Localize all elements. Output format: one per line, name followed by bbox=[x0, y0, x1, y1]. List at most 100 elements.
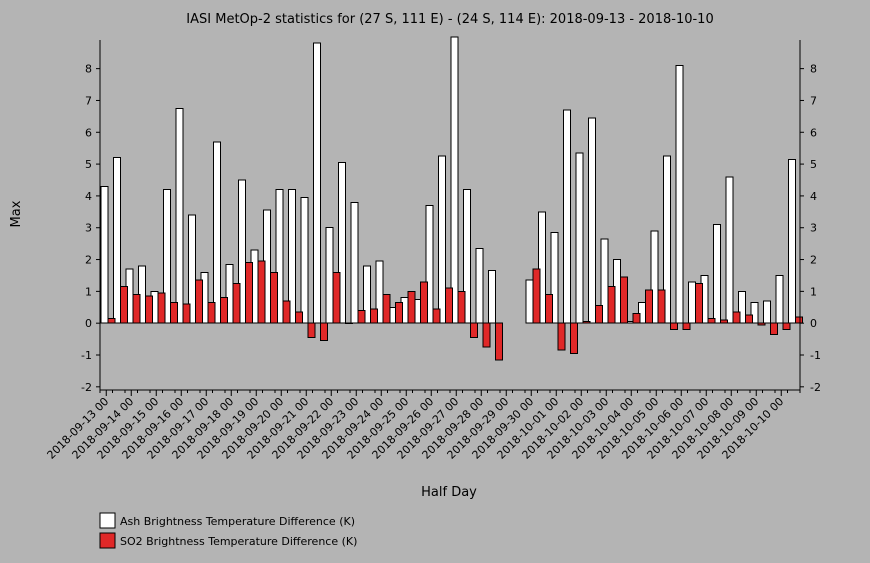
ash-bar bbox=[213, 141, 221, 324]
y-tick-label-left: -2 bbox=[81, 381, 92, 394]
y-tick-label-right: 6 bbox=[810, 126, 817, 139]
ash-bar bbox=[588, 117, 596, 324]
so2-bar bbox=[482, 322, 491, 348]
so2-bar bbox=[495, 322, 503, 361]
ash-bar bbox=[313, 42, 321, 324]
so2-bar bbox=[107, 317, 116, 324]
ash-bar bbox=[563, 109, 571, 324]
so2-bar bbox=[420, 281, 428, 324]
y-tick-label-left: 0 bbox=[85, 317, 92, 330]
so2-bar bbox=[445, 287, 453, 324]
so2-bar bbox=[632, 313, 641, 324]
so2-bar bbox=[232, 282, 241, 324]
so2-bar bbox=[132, 294, 141, 324]
y-tick-label-right: 0 bbox=[810, 317, 817, 330]
so2-bar bbox=[670, 322, 678, 331]
ash-bar bbox=[550, 232, 559, 324]
ash-bar bbox=[363, 265, 371, 324]
so2-bar bbox=[782, 322, 791, 331]
ash-bar bbox=[463, 189, 471, 324]
ash-bar bbox=[663, 155, 671, 324]
so2-bar bbox=[370, 308, 378, 324]
so2-bar bbox=[382, 294, 391, 324]
y-tick-label-left: 6 bbox=[85, 126, 92, 139]
ash-bar bbox=[600, 238, 609, 324]
ash-bar bbox=[300, 197, 309, 324]
so2-bar bbox=[795, 316, 803, 324]
ash-bar bbox=[338, 162, 346, 324]
so2-bar bbox=[395, 302, 403, 324]
ash-bar bbox=[688, 281, 696, 324]
ash-bar bbox=[488, 270, 496, 324]
ash-bar bbox=[675, 64, 684, 324]
so2-bar bbox=[195, 279, 203, 324]
so2-legend-label: SO2 Brightness Temperature Difference (K… bbox=[120, 535, 357, 548]
ash-bar bbox=[438, 155, 446, 324]
ash-bar bbox=[650, 230, 659, 324]
so2-bar bbox=[257, 260, 266, 324]
so2-bar bbox=[345, 322, 353, 325]
y-tick-label-right: 1 bbox=[810, 285, 817, 298]
y-tick-label-left: 2 bbox=[85, 254, 92, 267]
y-tick-label-left: 7 bbox=[85, 94, 92, 107]
ash-bar bbox=[375, 260, 384, 324]
so2-bar bbox=[207, 302, 216, 324]
ash-bar bbox=[175, 107, 184, 324]
so2-bar bbox=[607, 286, 616, 324]
so2-bar bbox=[307, 322, 316, 339]
so2-bar bbox=[570, 322, 578, 354]
y-tick-label-right: 2 bbox=[810, 254, 817, 267]
legend: Ash Brightness Temperature Difference (K… bbox=[99, 512, 357, 549]
so2-bar bbox=[620, 276, 628, 324]
y-tick-label-left: -1 bbox=[81, 349, 92, 362]
ash-bar bbox=[275, 189, 284, 324]
ash-bar bbox=[475, 247, 484, 324]
y-tick-label-right: 8 bbox=[810, 63, 817, 76]
ash-bar bbox=[425, 204, 434, 324]
so2-bar bbox=[532, 268, 541, 324]
y-axis-label: Max bbox=[9, 200, 24, 227]
y-tick-label-right: 7 bbox=[810, 94, 817, 107]
chart-title: IASI MetOp-2 statistics for (27 S, 111 E… bbox=[186, 12, 713, 27]
so2-bar bbox=[432, 308, 441, 324]
so2-bar bbox=[732, 311, 741, 324]
ash-bar bbox=[575, 152, 584, 324]
bars-layer bbox=[100, 36, 803, 361]
so2-bar bbox=[332, 271, 341, 324]
so2-bar bbox=[245, 262, 253, 324]
y-tick-label-right: -2 bbox=[810, 381, 821, 394]
ash-bar bbox=[738, 290, 746, 324]
so2-bar bbox=[545, 294, 553, 324]
y-tick-label-left: 8 bbox=[85, 63, 92, 76]
so2-bar bbox=[295, 311, 303, 324]
ash-bar bbox=[238, 179, 246, 324]
so2-bar bbox=[120, 286, 128, 324]
so2-bar bbox=[645, 289, 653, 324]
so2-bar bbox=[707, 317, 716, 324]
ash-legend-label: Ash Brightness Temperature Difference (K… bbox=[120, 515, 355, 528]
ash-bar bbox=[713, 224, 721, 324]
ash-bar bbox=[188, 214, 196, 324]
so2-bar bbox=[320, 322, 328, 342]
x-axis-label: Half Day bbox=[421, 485, 477, 500]
ash-bar bbox=[538, 211, 546, 324]
so2-bar bbox=[282, 300, 291, 324]
so2-bar bbox=[182, 303, 191, 324]
ash-bar bbox=[325, 227, 334, 324]
so2-bar bbox=[557, 322, 566, 351]
ash-bar bbox=[100, 185, 109, 324]
so2-legend-swatch bbox=[99, 532, 116, 549]
so2-bar bbox=[770, 322, 778, 335]
y-tick-label-right: 4 bbox=[810, 190, 817, 203]
so2-bar bbox=[470, 322, 478, 339]
ash-bar bbox=[450, 36, 459, 324]
y-tick-label-left: 3 bbox=[85, 222, 92, 235]
ash-legend-swatch bbox=[99, 512, 116, 529]
ash-bar bbox=[763, 300, 771, 324]
so2-bar bbox=[170, 302, 178, 324]
so2-bar bbox=[745, 314, 753, 324]
so2-bar bbox=[757, 322, 766, 326]
so2-bar bbox=[145, 295, 153, 324]
so2-bar bbox=[157, 292, 166, 324]
y-tick-label-right: -1 bbox=[810, 349, 821, 362]
